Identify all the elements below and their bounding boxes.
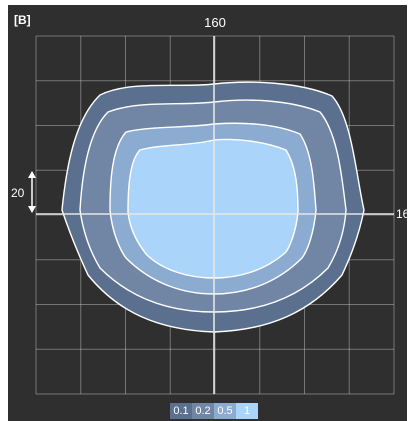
- legend-item-0.5: 0.5: [214, 403, 236, 419]
- contour-level-1: [127, 138, 299, 279]
- panel-label: [B]: [14, 13, 31, 27]
- legend-item-1: 1: [236, 403, 258, 419]
- top-axis-label: 160: [204, 15, 226, 30]
- legend-item-0.1: 0.1: [170, 403, 192, 419]
- center-axes: [36, 36, 394, 394]
- legend: 0.1 0.2 0.5 1: [170, 403, 258, 419]
- contour-layers: [61, 81, 365, 333]
- legend-item-0.2: 0.2: [192, 403, 214, 419]
- right-axis-label: 160: [396, 207, 414, 221]
- scale-marker: 20: [11, 171, 36, 213]
- scale-marker-label: 20: [11, 186, 25, 200]
